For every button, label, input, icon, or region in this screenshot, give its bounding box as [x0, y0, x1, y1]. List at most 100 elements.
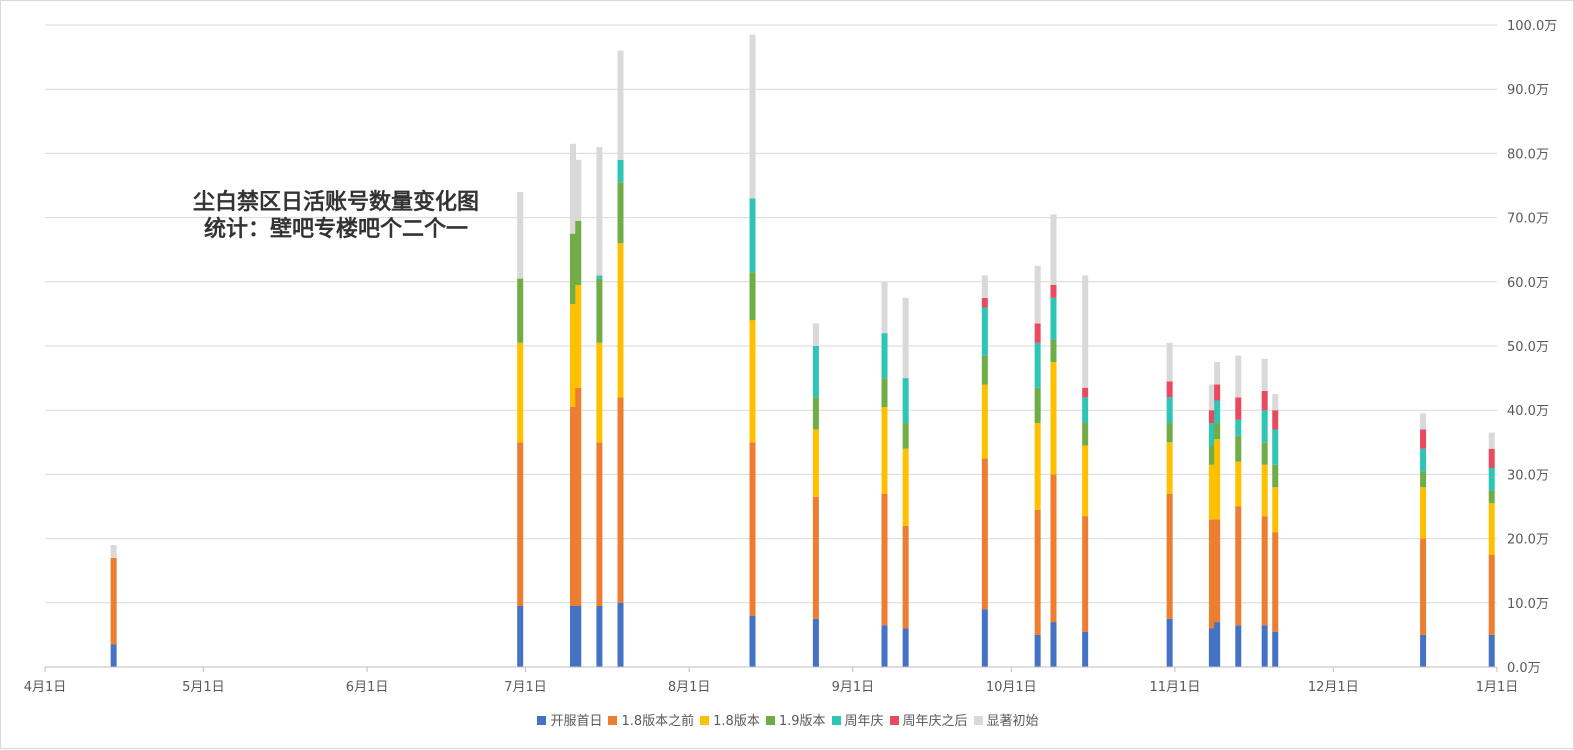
- bar-segment: [1420, 429, 1427, 449]
- x-tick-label: 12月1日: [1308, 680, 1359, 695]
- bar-segment: [575, 220, 582, 286]
- bar-segment: [1261, 442, 1268, 465]
- bar-segment: [981, 384, 988, 459]
- bar-segment: [1272, 394, 1279, 411]
- bar-segment: [617, 243, 624, 398]
- bar-segment: [1235, 625, 1242, 667]
- bar-segment: [1034, 323, 1041, 343]
- bar-segment: [1420, 487, 1427, 539]
- bar-segment: [1082, 397, 1089, 424]
- legend-swatch: [700, 716, 710, 725]
- bar-segment: [1235, 506, 1242, 626]
- bar-segment: [1214, 400, 1221, 424]
- bar-segment: [1208, 384, 1215, 411]
- legend-swatch: [537, 716, 547, 725]
- bar-segment: [981, 307, 988, 356]
- bar-segment: [981, 355, 988, 385]
- bar-segment: [1082, 275, 1089, 388]
- bar-segment: [596, 146, 603, 276]
- bar-segment: [1050, 474, 1057, 623]
- gridlines: [45, 24, 1497, 604]
- bar-segment: [902, 378, 909, 424]
- legend-swatch: [608, 716, 618, 725]
- bar-segment: [1214, 439, 1221, 520]
- bars: [110, 34, 1495, 667]
- bar-segment: [617, 182, 624, 244]
- legend-label: 1.8版本: [713, 714, 760, 729]
- legend-label: 1.8版本之前: [621, 714, 695, 729]
- x-tick-label: 10月1日: [986, 680, 1037, 695]
- bar-segment: [1082, 387, 1089, 398]
- x-tick-label: 1月1日: [1476, 680, 1519, 695]
- bar-segment: [1166, 618, 1173, 667]
- x-tick-label: 4月1日: [24, 680, 67, 695]
- bar-segment: [1082, 516, 1089, 632]
- bar-segment: [1050, 362, 1057, 475]
- bar-segment: [1208, 423, 1215, 446]
- legend-label: 周年庆之后: [902, 714, 968, 729]
- bar-segment: [570, 143, 576, 234]
- bar-segment: [1034, 342, 1041, 388]
- bar-segment: [881, 281, 888, 334]
- bar-segment: [981, 297, 988, 308]
- bar-segment: [1166, 442, 1173, 494]
- legend: 开服首日 1.8版本之前 1.8版本 1.9版本 周年庆 周年庆之后 显著初始: [1, 710, 1574, 729]
- y-tick-label: 10.0万: [1507, 597, 1549, 612]
- bar-segment: [1208, 410, 1215, 424]
- bar-segment: [749, 615, 756, 667]
- bar-segment: [812, 496, 819, 619]
- bar-segment: [517, 606, 524, 667]
- bar-segment: [1261, 625, 1268, 667]
- legend-item: 周年庆: [831, 710, 884, 729]
- bar-segment: [1235, 397, 1242, 420]
- bar-segment: [749, 198, 756, 273]
- chart-title-block: 尘白禁区日活账号数量变化图 统计：壁吧专楼吧个二个一: [151, 189, 521, 243]
- bar-segment: [575, 285, 582, 388]
- bar-segment: [1488, 634, 1495, 667]
- bar-segment: [1166, 381, 1173, 398]
- bar-segment: [1261, 516, 1268, 626]
- y-tick-label: 60.0万: [1507, 276, 1549, 291]
- bar-segment: [1272, 429, 1279, 465]
- bar-segment: [617, 159, 624, 183]
- x-tick-label: 6月1日: [346, 680, 389, 695]
- legend-item: 开服首日: [537, 710, 602, 729]
- bar-segment: [1420, 634, 1427, 667]
- bar-segment: [570, 304, 576, 407]
- legend-item: 显著初始: [973, 710, 1039, 729]
- bar-segment: [1166, 397, 1173, 424]
- bar-segment: [1050, 214, 1057, 286]
- y-tick-label: 20.0万: [1507, 533, 1549, 548]
- bar-segment: [749, 272, 756, 321]
- bar-segment: [1261, 390, 1268, 411]
- bar-segment: [617, 50, 624, 160]
- bar-segment: [1034, 265, 1041, 324]
- bar-segment: [596, 342, 603, 443]
- bar-segment: [981, 275, 988, 298]
- chart-subtitle: 统计：壁吧专楼吧个二个一: [203, 217, 468, 242]
- legend-item: 1.8版本之前: [608, 710, 694, 729]
- bar-segment: [1235, 419, 1242, 436]
- bar-segment: [1208, 464, 1215, 520]
- bar-segment: [1214, 423, 1221, 440]
- bar-segment: [596, 275, 603, 279]
- bar-segment: [1488, 432, 1495, 449]
- bar-segment: [1235, 435, 1242, 462]
- bar-segment: [570, 606, 576, 667]
- bar-segment: [1082, 423, 1089, 446]
- bar-segment: [1272, 631, 1279, 667]
- bar-segment: [1235, 355, 1242, 398]
- bar-segment: [1208, 445, 1215, 465]
- bar-segment: [1082, 445, 1089, 517]
- bar-segment: [881, 378, 888, 407]
- bar-segment: [1488, 554, 1495, 635]
- x-tick-label: 9月1日: [832, 680, 875, 695]
- legend-label: 开服首日: [550, 714, 603, 729]
- bar-segment: [1488, 448, 1495, 468]
- bar-segment: [1034, 423, 1041, 510]
- bar-segment: [902, 525, 909, 629]
- y-tick-label: 100.0万: [1507, 19, 1557, 34]
- y-tick-label: 40.0万: [1507, 404, 1549, 419]
- bar-segment: [902, 628, 909, 667]
